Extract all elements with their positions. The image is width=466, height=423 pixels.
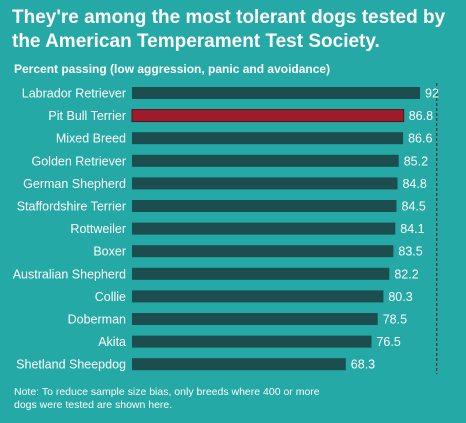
value-label: 68.3 (351, 358, 375, 372)
value-label: 86.8 (409, 109, 433, 123)
category-label: Staffordshire Terrier (17, 200, 126, 214)
bar-labrador-retriever (132, 87, 420, 99)
category-label: German Shepherd (23, 177, 126, 191)
category-label: Shetland Sheepdog (16, 358, 126, 372)
value-label: 80.3 (388, 290, 412, 304)
bar-mixed-breed (132, 132, 404, 145)
bar-boxer (132, 245, 394, 258)
labels-layer: Labrador Retriever 92 Pit Bull Terrier 86.8… (13, 87, 439, 372)
value-label: 84.5 (402, 200, 426, 214)
bars-layer (131, 87, 420, 371)
category-label: Australian Shepherd (13, 267, 126, 281)
value-label: 78.5 (383, 313, 407, 327)
bar-rottweiler (132, 222, 396, 235)
chart-note: Note: To reduce sample size bias, only b… (14, 386, 320, 411)
value-label: 85.2 (404, 154, 428, 168)
category-label: Labrador Retriever (22, 87, 126, 101)
value-label: 86.6 (408, 132, 432, 146)
bar-akita (132, 335, 372, 348)
category-label: Akita (98, 335, 126, 349)
bar-collie (132, 290, 384, 303)
chart-subtitle: Percent passing (low aggression, panic a… (14, 62, 331, 76)
value-label: 76.5 (376, 335, 400, 349)
bar-staffordshire-terrier (132, 200, 397, 212)
category-label: Mixed Breed (56, 132, 126, 146)
chart-title: They're among the most tolerant dogs tes… (12, 7, 446, 52)
value-label: 83.5 (398, 245, 422, 259)
category-label: Rottweiler (70, 222, 126, 236)
bar-chart: Labrador Retriever 92 Pit Bull Terrier 86.8… (13, 83, 439, 375)
category-label: Pit Bull Terrier (48, 109, 126, 123)
bar-golden-retriever (132, 154, 399, 167)
value-label: 82.2 (394, 267, 418, 281)
bar-german-shepherd (132, 177, 398, 190)
bar-shetland-sheepdog (132, 358, 346, 371)
category-label: Golden Retriever (32, 154, 127, 168)
bar-doberman (132, 313, 378, 325)
value-label: 84.1 (400, 222, 424, 236)
bar-pit-bull-terrier (131, 109, 405, 123)
value-label: 84.8 (402, 177, 426, 191)
bar-australian-shepherd (132, 267, 390, 280)
category-label: Collie (95, 290, 126, 304)
value-label: 92 (425, 87, 439, 101)
category-label: Boxer (93, 245, 126, 259)
category-label: Doberman (68, 313, 126, 327)
